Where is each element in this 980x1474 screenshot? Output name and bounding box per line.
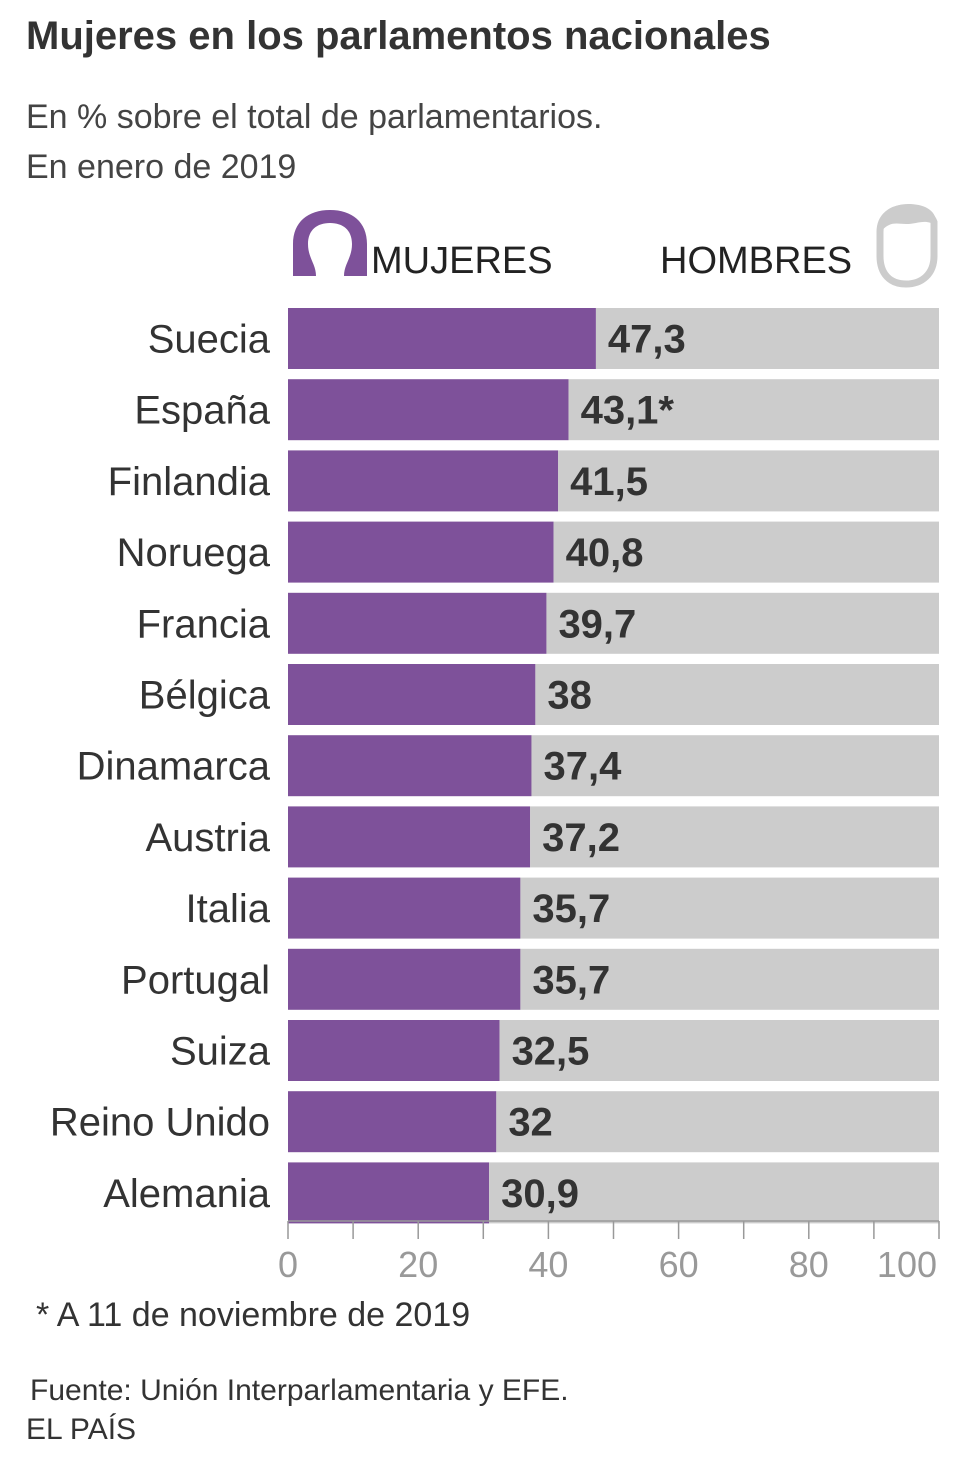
legend-women-label: MUJERES: [371, 240, 553, 282]
category-label-5: Bélgica: [139, 674, 271, 718]
value-label-3: 40,8: [566, 531, 644, 575]
source-text: Fuente: Unión Interparlamentaria y EFE.: [30, 1374, 569, 1407]
bar-men-7: [530, 806, 939, 868]
value-label-0: 47,3: [608, 318, 686, 362]
chart-subtitle: En % sobre el total de parlamentarios. E…: [26, 92, 602, 192]
chart-title: Mujeres en los parlamentos nacionales: [26, 14, 771, 58]
brand-label: EL PAÍS: [26, 1413, 137, 1446]
bar-men-1: [568, 379, 939, 441]
bar-women-4: [288, 592, 547, 654]
value-label-7: 37,2: [542, 816, 620, 860]
x-axis: 0 20 40 60 80 100: [278, 1220, 940, 1285]
bar-men-10: [499, 1020, 939, 1081]
x-tick-label-3: 60: [659, 1244, 699, 1285]
bar-men-8: [520, 877, 939, 939]
bar-women-12: [288, 1162, 490, 1224]
bar-women-8: [288, 877, 521, 939]
x-tick-label-5: 100: [877, 1244, 937, 1285]
category-label-8: Italia: [186, 887, 271, 931]
legend-men-label: HOMBRES: [660, 240, 853, 282]
value-label-12: 30,9: [501, 1172, 579, 1216]
x-tick-label-1: 20: [398, 1244, 438, 1285]
bar-women-0: [288, 308, 596, 369]
value-label-4: 39,7: [558, 602, 636, 646]
footnote: * A 11 de noviembre de 2019: [36, 1296, 471, 1334]
bar-women-10: [288, 1020, 500, 1081]
bar-men-11: [496, 1091, 939, 1153]
bar-women-11: [288, 1091, 497, 1153]
subtitle-line-2: En enero de 2019: [26, 148, 297, 186]
value-label-2: 41,5: [570, 460, 648, 504]
value-label-6: 37,4: [543, 745, 622, 789]
man-silhouette-icon: [876, 204, 938, 288]
category-label-10: Suiza: [170, 1030, 271, 1074]
category-label-9: Portugal: [121, 958, 270, 1002]
category-label-1: España: [134, 389, 270, 433]
category-label-6: Dinamarca: [77, 745, 271, 789]
bar-men-5: [535, 664, 939, 725]
bar-men-3: [553, 521, 939, 583]
bar-women-6: [288, 735, 532, 797]
value-label-5: 38: [547, 674, 592, 718]
category-label-11: Reino Unido: [50, 1101, 270, 1145]
bars-layer: Suecia 47,3 España 43,1* Finlandia 41,5 Norueg…: [50, 308, 939, 1224]
bar-men-0: [595, 308, 939, 369]
value-label-11: 32: [508, 1101, 553, 1145]
bar-men-12: [489, 1162, 939, 1224]
category-label-0: Suecia: [148, 318, 271, 362]
subtitle-line-1: En % sobre el total de parlamentarios.: [26, 98, 603, 136]
category-label-2: Finlandia: [108, 460, 271, 504]
x-tick-label-0: 0: [278, 1244, 298, 1285]
bar-men-4: [546, 592, 939, 654]
x-tick-label-4: 80: [789, 1244, 829, 1285]
category-label-4: Francia: [137, 602, 271, 646]
bar-women-9: [288, 948, 521, 1010]
value-label-1: 43,1*: [581, 389, 675, 433]
bar-men-9: [520, 948, 939, 1010]
value-label-8: 35,7: [532, 887, 610, 931]
category-label-7: Austria: [146, 816, 271, 860]
woman-silhouette-icon: [293, 210, 367, 276]
value-label-9: 35,7: [532, 958, 610, 1002]
category-label-3: Noruega: [117, 531, 271, 575]
bar-women-2: [288, 450, 559, 512]
bar-men-6: [531, 735, 939, 797]
x-tick-label-2: 40: [528, 1244, 568, 1285]
bar-women-3: [288, 521, 554, 583]
bar-men-2: [558, 450, 939, 512]
bar-women-1: [288, 379, 569, 441]
value-label-10: 32,5: [512, 1030, 590, 1074]
bar-women-7: [288, 806, 531, 868]
bar-women-5: [288, 664, 536, 725]
category-label-12: Alemania: [103, 1172, 271, 1216]
